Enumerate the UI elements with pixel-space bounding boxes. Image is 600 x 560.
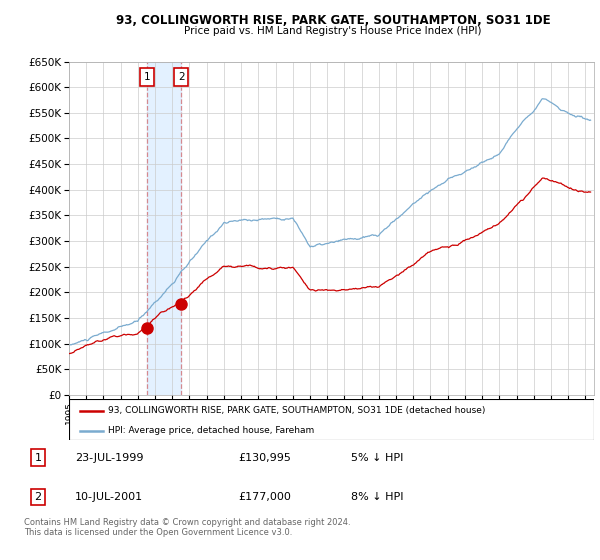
Text: 2: 2 xyxy=(178,72,185,82)
Text: 5% ↓ HPI: 5% ↓ HPI xyxy=(351,453,403,463)
Bar xyxy=(148,62,181,395)
Text: HPI: Average price, detached house, Fareham: HPI: Average price, detached house, Fare… xyxy=(109,426,314,435)
Text: £130,995: £130,995 xyxy=(238,453,291,463)
Text: 10-JUL-2001: 10-JUL-2001 xyxy=(75,492,143,502)
Text: £177,000: £177,000 xyxy=(238,492,291,502)
Text: 93, COLLINGWORTH RISE, PARK GATE, SOUTHAMPTON, SO31 1DE: 93, COLLINGWORTH RISE, PARK GATE, SOUTHA… xyxy=(116,14,550,27)
Text: Price paid vs. HM Land Registry's House Price Index (HPI): Price paid vs. HM Land Registry's House … xyxy=(184,26,482,36)
Text: Contains HM Land Registry data © Crown copyright and database right 2024.
This d: Contains HM Land Registry data © Crown c… xyxy=(24,518,350,538)
Text: 2: 2 xyxy=(35,492,41,502)
Text: 8% ↓ HPI: 8% ↓ HPI xyxy=(351,492,404,502)
Text: 1: 1 xyxy=(144,72,151,82)
Text: 1: 1 xyxy=(35,453,41,463)
Text: 23-JUL-1999: 23-JUL-1999 xyxy=(75,453,143,463)
Text: 93, COLLINGWORTH RISE, PARK GATE, SOUTHAMPTON, SO31 1DE (detached house): 93, COLLINGWORTH RISE, PARK GATE, SOUTHA… xyxy=(109,406,486,415)
